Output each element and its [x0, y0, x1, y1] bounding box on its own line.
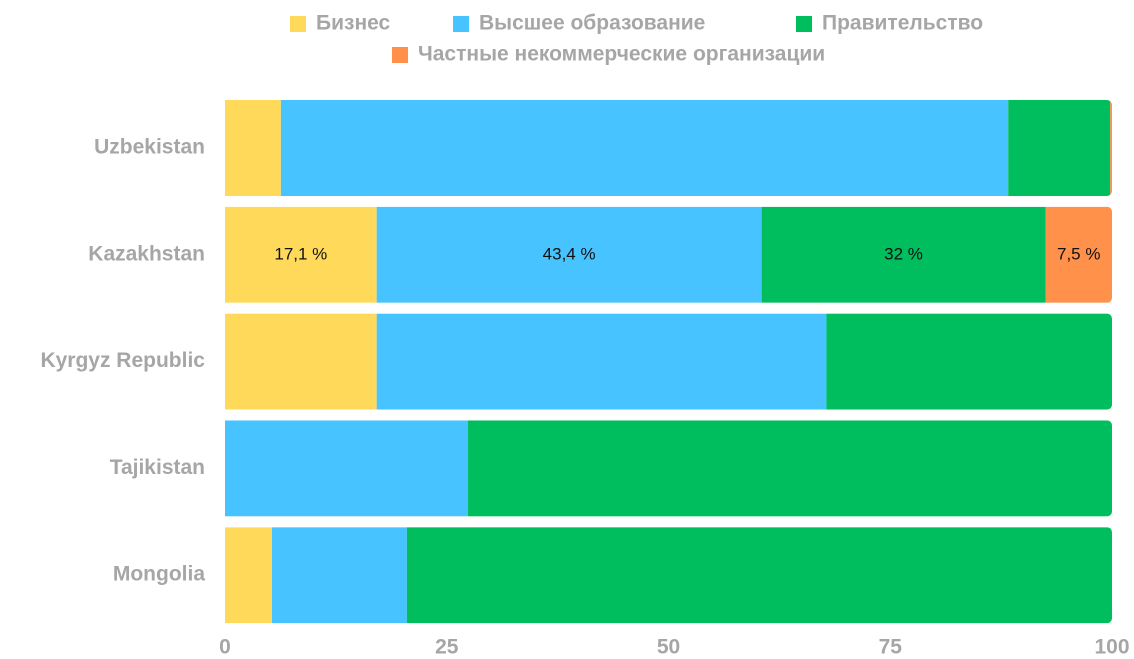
data-label: 43,4 %	[543, 244, 596, 263]
legend-label: Правительство	[822, 12, 983, 35]
bar-row	[225, 313, 1112, 410]
y-tick-label: Kyrgyz Republic	[40, 349, 205, 372]
x-tick-label: 75	[879, 636, 903, 659]
bar-segment	[761, 206, 1046, 303]
y-tick-label: Kazakhstan	[88, 242, 205, 265]
bar-segment	[225, 206, 377, 303]
bar-segment	[468, 420, 1112, 517]
bar-segment	[272, 527, 407, 624]
bar-segment	[376, 206, 762, 303]
bar-segment	[406, 527, 1112, 624]
y-tick-label: Uzbekistan	[94, 136, 205, 159]
legend-label: Бизнес	[316, 12, 391, 35]
data-label: 7,5 %	[1057, 244, 1100, 263]
y-tick-label: Tajikistan	[110, 456, 205, 479]
x-tick-label: 25	[435, 636, 459, 659]
bar-segment	[1008, 100, 1111, 196]
y-tick-label: Mongolia	[113, 563, 205, 586]
bar-row	[225, 527, 1112, 624]
bar-segment	[225, 313, 377, 410]
x-tick-label: 50	[657, 636, 680, 659]
bar-segment	[225, 100, 281, 196]
bar-segment	[280, 100, 1009, 196]
bar-segment	[376, 313, 827, 410]
bar-segment	[225, 527, 273, 624]
x-tick-label: 0	[219, 636, 231, 659]
legend-label: Высшее образование	[479, 12, 705, 35]
bar-segment	[1045, 206, 1112, 303]
x-tick-label: 100	[1094, 636, 1129, 659]
legend-swatch	[453, 16, 469, 32]
legend-swatch	[796, 16, 812, 32]
bar-row	[225, 206, 1112, 303]
legend-label: Частные некоммерческие организации	[418, 43, 825, 66]
bar-segment	[225, 420, 469, 517]
bar-segment	[1110, 100, 1112, 196]
legend-swatch	[392, 47, 408, 63]
bar-row	[225, 100, 1112, 196]
bar-row	[225, 420, 1112, 517]
legend-swatch	[290, 16, 306, 32]
bar-segment	[826, 313, 1112, 410]
data-label: 32 %	[884, 244, 923, 263]
data-label: 17,1 %	[274, 244, 327, 263]
